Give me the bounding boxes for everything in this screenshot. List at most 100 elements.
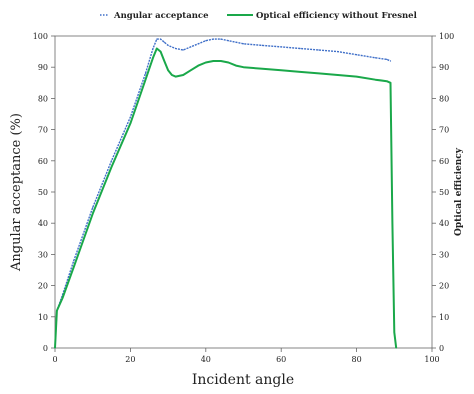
point-optical-efficiency xyxy=(171,74,173,76)
y-left-tick-label: 0 xyxy=(43,344,48,353)
y-right-tick-label: 0 xyxy=(439,344,444,353)
y-left-tick-label: 100 xyxy=(33,32,48,41)
point-optical-efficiency xyxy=(235,65,237,67)
point-angular-acceptance xyxy=(175,47,177,50)
point-optical-efficiency xyxy=(73,266,75,268)
y-right-tick-label: 40 xyxy=(439,219,449,228)
point-optical-efficiency xyxy=(242,66,245,68)
point-angular-acceptance xyxy=(220,38,222,40)
point-optical-efficiency xyxy=(393,331,395,333)
y-right-tick-label: 60 xyxy=(439,157,449,166)
point-optical-efficiency xyxy=(386,80,388,82)
point-angular-acceptance xyxy=(163,41,165,43)
point-angular-acceptance xyxy=(160,38,162,40)
x-axis: 0 20 40 60 80 100 xyxy=(52,348,440,364)
point-angular-acceptance xyxy=(242,43,245,45)
y-left-tick-label: 10 xyxy=(38,313,48,322)
y-axis-right: 0 10 20 30 40 50 60 70 80 90 100 xyxy=(432,32,454,353)
point-optical-efficiency xyxy=(391,222,393,224)
x-tick-label: 20 xyxy=(125,355,135,364)
y-right-tick-label: 10 xyxy=(439,313,449,322)
y-right-tick-label: 80 xyxy=(439,94,449,103)
point-optical-efficiency xyxy=(144,79,147,81)
point-optical-efficiency xyxy=(337,74,339,76)
series-line-optical-efficiency xyxy=(54,47,398,349)
y-right-tick-label: 20 xyxy=(439,282,449,291)
point-optical-efficiency xyxy=(197,65,199,67)
point-optical-efficiency xyxy=(227,61,229,64)
point-angular-acceptance xyxy=(190,46,192,48)
y-left-tick-label: 30 xyxy=(38,250,48,259)
x-tick-label: 100 xyxy=(424,355,439,364)
point-angular-acceptance xyxy=(389,60,392,62)
point-optical-efficiency xyxy=(356,76,358,78)
point-angular-acceptance xyxy=(73,260,75,262)
y-axis-right-title: Optical efficiency xyxy=(454,147,464,236)
legend-label-angular-acceptance: Angular acceptance xyxy=(113,11,209,21)
series-layer xyxy=(54,38,398,349)
point-angular-acceptance xyxy=(167,44,169,47)
point-angular-acceptance xyxy=(386,58,388,61)
y-left-tick-label: 40 xyxy=(38,219,48,228)
x-tick-label: 80 xyxy=(352,355,362,364)
y-axis-left-title: Angular acceptance (%) xyxy=(9,113,24,272)
point-angular-acceptance xyxy=(261,44,263,47)
series-line-angular-acceptance xyxy=(54,38,391,349)
point-angular-acceptance xyxy=(337,51,339,53)
point-optical-efficiency xyxy=(212,60,214,62)
point-optical-efficiency xyxy=(395,347,397,349)
x-tick-label: 0 xyxy=(52,355,57,364)
point-angular-acceptance xyxy=(227,40,229,42)
legend-label-optical-efficiency: Optical efficiency without Fresnel xyxy=(256,11,418,21)
point-angular-acceptance xyxy=(156,38,158,40)
point-angular-acceptance xyxy=(280,46,282,48)
point-optical-efficiency xyxy=(129,122,131,124)
y-right-tick-label: 90 xyxy=(439,63,449,72)
point-optical-efficiency xyxy=(318,72,320,74)
plot-area xyxy=(54,35,433,349)
point-angular-acceptance xyxy=(197,43,199,45)
legend: Angular acceptance Optical efficiency wi… xyxy=(100,11,418,21)
y-left-tick-label: 60 xyxy=(38,157,48,166)
point-optical-efficiency xyxy=(261,68,263,70)
point-optical-efficiency xyxy=(54,347,56,349)
point-optical-efficiency xyxy=(190,69,192,71)
point-optical-efficiency xyxy=(205,61,207,64)
point-optical-efficiency xyxy=(182,74,184,76)
point-optical-efficiency xyxy=(280,69,282,71)
point-angular-acceptance xyxy=(129,116,131,118)
point-angular-acceptance xyxy=(92,207,94,209)
point-optical-efficiency xyxy=(56,310,58,312)
y-left-tick-label: 20 xyxy=(38,282,48,291)
point-optical-efficiency xyxy=(110,166,113,168)
y-right-tick-label: 30 xyxy=(439,250,449,259)
point-optical-efficiency xyxy=(156,47,158,50)
point-angular-acceptance xyxy=(144,72,147,74)
point-angular-acceptance xyxy=(299,47,301,50)
point-optical-efficiency xyxy=(374,79,376,81)
y-right-tick-label: 50 xyxy=(439,188,449,197)
point-optical-efficiency xyxy=(220,60,222,62)
point-angular-acceptance xyxy=(235,41,237,43)
point-angular-acceptance xyxy=(182,49,184,51)
point-angular-acceptance xyxy=(318,49,320,51)
point-optical-efficiency xyxy=(61,297,64,299)
y-left-tick-label: 50 xyxy=(38,188,48,197)
point-optical-efficiency xyxy=(175,76,177,78)
x-tick-label: 40 xyxy=(201,355,211,364)
point-angular-acceptance xyxy=(152,47,154,50)
point-optical-efficiency xyxy=(389,82,392,84)
point-optical-efficiency xyxy=(160,51,162,53)
point-optical-efficiency xyxy=(152,57,154,59)
y-left-tick-label: 70 xyxy=(38,126,48,135)
point-angular-acceptance xyxy=(110,160,113,162)
y-right-tick-label: 70 xyxy=(439,126,449,135)
y-right-tick-label: 100 xyxy=(439,32,454,41)
y-axis-left: 0 10 20 30 40 50 60 70 80 90 100 xyxy=(33,32,55,353)
y-left-tick-label: 80 xyxy=(38,94,48,103)
x-tick-label: 60 xyxy=(276,355,286,364)
point-angular-acceptance xyxy=(212,38,214,40)
point-optical-efficiency xyxy=(92,213,94,215)
point-optical-efficiency xyxy=(299,71,301,73)
